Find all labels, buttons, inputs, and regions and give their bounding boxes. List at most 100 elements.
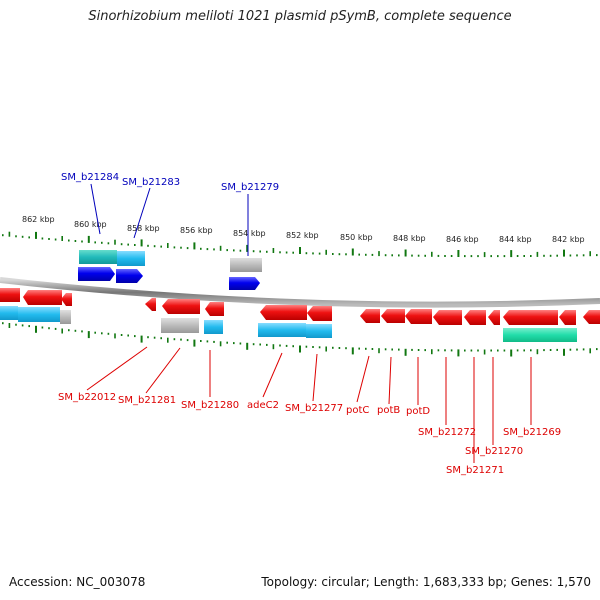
scale-tick bbox=[114, 239, 116, 245]
scale-tick bbox=[556, 254, 558, 257]
gene-feature[interactable] bbox=[0, 288, 20, 302]
gene-label[interactable]: potD bbox=[406, 406, 430, 417]
rna-feature[interactable] bbox=[503, 328, 577, 342]
scale-tick bbox=[417, 254, 420, 257]
gene-label[interactable]: SM_b21284 bbox=[61, 172, 119, 183]
scale-tick bbox=[477, 349, 479, 352]
gene-label[interactable]: potB bbox=[377, 405, 400, 416]
scale-tick bbox=[530, 255, 532, 257]
gene-feature[interactable] bbox=[583, 310, 600, 324]
upper-gene-labels: SM_b21284 SM_b21283 SM_b21279 bbox=[61, 172, 279, 193]
cds-feature[interactable] bbox=[18, 307, 60, 322]
scale-tick bbox=[285, 251, 288, 254]
gene-label[interactable]: potC bbox=[346, 405, 369, 416]
gene-feature[interactable] bbox=[162, 299, 200, 314]
scale-tick bbox=[490, 255, 492, 258]
gene-feature[interactable] bbox=[405, 309, 432, 324]
gene-label[interactable]: SM_b21270 bbox=[465, 446, 523, 457]
cds-feature[interactable] bbox=[0, 306, 18, 320]
scale-tick bbox=[470, 349, 473, 352]
scale-tick bbox=[239, 342, 242, 345]
gene-label[interactable]: SM_b21277 bbox=[285, 403, 343, 414]
gene-feature[interactable] bbox=[23, 290, 62, 305]
pseudo-feature[interactable] bbox=[230, 258, 262, 272]
scale-tick bbox=[398, 348, 400, 351]
scale-tick bbox=[338, 347, 341, 349]
scale-tick bbox=[41, 326, 44, 329]
gene-label[interactable]: SM_b21279 bbox=[221, 182, 279, 193]
cds-feature[interactable] bbox=[204, 320, 223, 334]
gene-label[interactable]: SM_b21272 bbox=[418, 427, 476, 438]
gene-feature[interactable] bbox=[205, 302, 224, 316]
gene-feature[interactable] bbox=[381, 309, 405, 323]
tick-label: 848 kbp bbox=[393, 234, 426, 243]
gene-feature[interactable] bbox=[307, 306, 332, 321]
scale-tick bbox=[259, 250, 261, 253]
scale-tick bbox=[48, 238, 50, 240]
tick-label: 860 kbp bbox=[74, 220, 107, 229]
scale-tick bbox=[417, 349, 420, 351]
scale-tick bbox=[54, 238, 57, 241]
tick-label: 862 kbp bbox=[22, 215, 55, 224]
scale-tick bbox=[536, 349, 539, 355]
scale-tick bbox=[54, 327, 57, 330]
gene-feature[interactable] bbox=[61, 293, 72, 306]
gene-feature[interactable] bbox=[464, 310, 486, 325]
scale-tick bbox=[384, 348, 387, 351]
scale-tick bbox=[8, 323, 11, 328]
gene-feature[interactable] bbox=[559, 310, 576, 325]
gene-feature[interactable] bbox=[360, 309, 380, 323]
scale-tick bbox=[279, 251, 281, 254]
tick-label: 852 kbp bbox=[286, 231, 319, 240]
scale-tick bbox=[345, 253, 347, 256]
gene-feature[interactable] bbox=[260, 305, 307, 320]
scale-tick bbox=[219, 245, 222, 251]
gene-feature[interactable] bbox=[116, 269, 143, 283]
scale-tick bbox=[41, 237, 44, 240]
scale-tick bbox=[21, 324, 24, 327]
gene-label[interactable]: SM_b21283 bbox=[122, 177, 180, 188]
scale-tick bbox=[28, 236, 30, 239]
cds-feature[interactable] bbox=[306, 324, 332, 338]
pseudo-feature[interactable] bbox=[60, 310, 71, 324]
scale-tick bbox=[371, 253, 374, 256]
scale-tick bbox=[147, 244, 149, 247]
scale-tick bbox=[358, 347, 360, 350]
gene-feature[interactable] bbox=[488, 310, 500, 325]
gene-feature[interactable] bbox=[78, 267, 115, 281]
gene-label[interactable]: SM_b21269 bbox=[503, 427, 561, 438]
gene-label[interactable]: SM_b21280 bbox=[181, 400, 239, 411]
gene-label[interactable]: SM_b21271 bbox=[446, 465, 504, 476]
scale-tick bbox=[81, 240, 83, 243]
gene-feature[interactable] bbox=[229, 277, 260, 290]
gene-feature[interactable] bbox=[503, 310, 558, 325]
gene-label[interactable]: SM_b21281 bbox=[118, 395, 176, 406]
scale-tick bbox=[411, 254, 413, 257]
scale-tick bbox=[239, 249, 242, 252]
scale-tick bbox=[94, 241, 96, 244]
scale-tick bbox=[569, 254, 572, 257]
pseudo-feature[interactable] bbox=[161, 318, 199, 333]
scale-tick bbox=[61, 236, 63, 241]
scale-tick bbox=[371, 348, 374, 350]
scale-tick bbox=[398, 254, 400, 257]
scale-tick bbox=[457, 250, 460, 257]
scale-tick bbox=[305, 345, 308, 348]
scale-tick bbox=[213, 248, 215, 251]
cds-feature[interactable] bbox=[258, 323, 306, 337]
scale-tick bbox=[206, 248, 209, 251]
gene-label[interactable]: adeC2 bbox=[247, 400, 279, 411]
gene-label[interactable]: SM_b22012 bbox=[58, 392, 116, 403]
gene-feature[interactable] bbox=[433, 310, 462, 325]
scale-tick bbox=[134, 244, 136, 246]
scale-tick bbox=[272, 248, 275, 253]
scale-tick bbox=[490, 349, 492, 352]
cds-feature[interactable] bbox=[117, 251, 145, 266]
map-title: Sinorhizobium meliloti 1021 plasmid pSym… bbox=[88, 9, 512, 24]
rna-feature[interactable] bbox=[79, 250, 117, 264]
scale-tick bbox=[252, 250, 255, 253]
scale-tick bbox=[549, 254, 552, 257]
scale-tick bbox=[107, 242, 110, 245]
gene-feature[interactable] bbox=[145, 298, 156, 311]
scale-tick bbox=[444, 349, 446, 352]
